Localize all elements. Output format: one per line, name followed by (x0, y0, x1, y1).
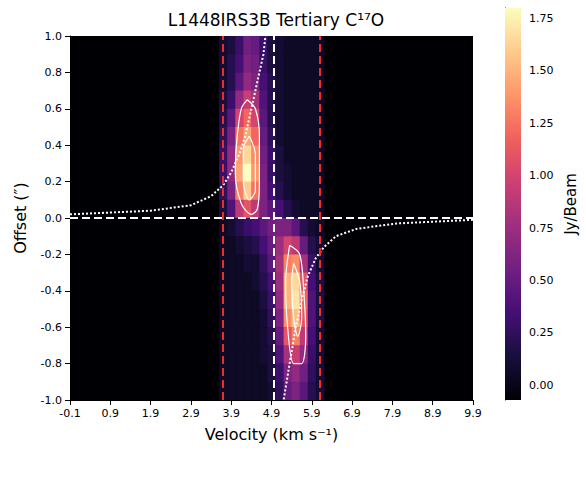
svg-text:0.8: 0.8 (45, 66, 63, 79)
svg-text:Velocity (km s⁻¹): Velocity (km s⁻¹) (205, 425, 338, 444)
svg-text:1.0: 1.0 (45, 30, 63, 43)
svg-text:1.25: 1.25 (529, 117, 554, 130)
svg-text:0.75: 0.75 (529, 222, 554, 235)
svg-text:8.9: 8.9 (424, 407, 442, 420)
svg-text:L1448IRS3B Tertiary C¹⁷O: L1448IRS3B Tertiary C¹⁷O (168, 10, 384, 30)
svg-text:1.9: 1.9 (142, 407, 160, 420)
svg-text:Offset (″): Offset (″) (11, 182, 30, 254)
svg-text:5.9: 5.9 (303, 407, 321, 420)
svg-text:-0.8: -0.8 (41, 357, 62, 370)
svg-text:0.2: 0.2 (45, 175, 63, 188)
svg-text:7.9: 7.9 (384, 407, 402, 420)
svg-text:0.6: 0.6 (45, 102, 63, 115)
svg-text:1.00: 1.00 (529, 169, 554, 182)
svg-text:1.50: 1.50 (529, 64, 554, 77)
svg-text:0.00: 0.00 (529, 379, 554, 392)
svg-text:0.25: 0.25 (529, 326, 554, 339)
svg-text:0.0: 0.0 (45, 212, 63, 225)
svg-text:-1.0: -1.0 (41, 394, 62, 407)
svg-text:Jy/Beam: Jy/Beam (562, 173, 580, 236)
svg-text:1.75: 1.75 (529, 12, 554, 25)
svg-text:0.9: 0.9 (102, 407, 120, 420)
svg-text:-0.4: -0.4 (41, 284, 62, 297)
svg-text:6.9: 6.9 (343, 407, 361, 420)
svg-text:9.9: 9.9 (464, 407, 482, 420)
svg-text:-0.1: -0.1 (59, 407, 80, 420)
svg-text:3.9: 3.9 (222, 407, 240, 420)
svg-text:0.4: 0.4 (45, 139, 63, 152)
svg-text:4.9: 4.9 (263, 407, 281, 420)
svg-text:-0.6: -0.6 (41, 321, 62, 334)
svg-text:-0.2: -0.2 (41, 248, 62, 261)
svg-text:2.9: 2.9 (182, 407, 200, 420)
svg-text:0.50: 0.50 (529, 274, 554, 287)
